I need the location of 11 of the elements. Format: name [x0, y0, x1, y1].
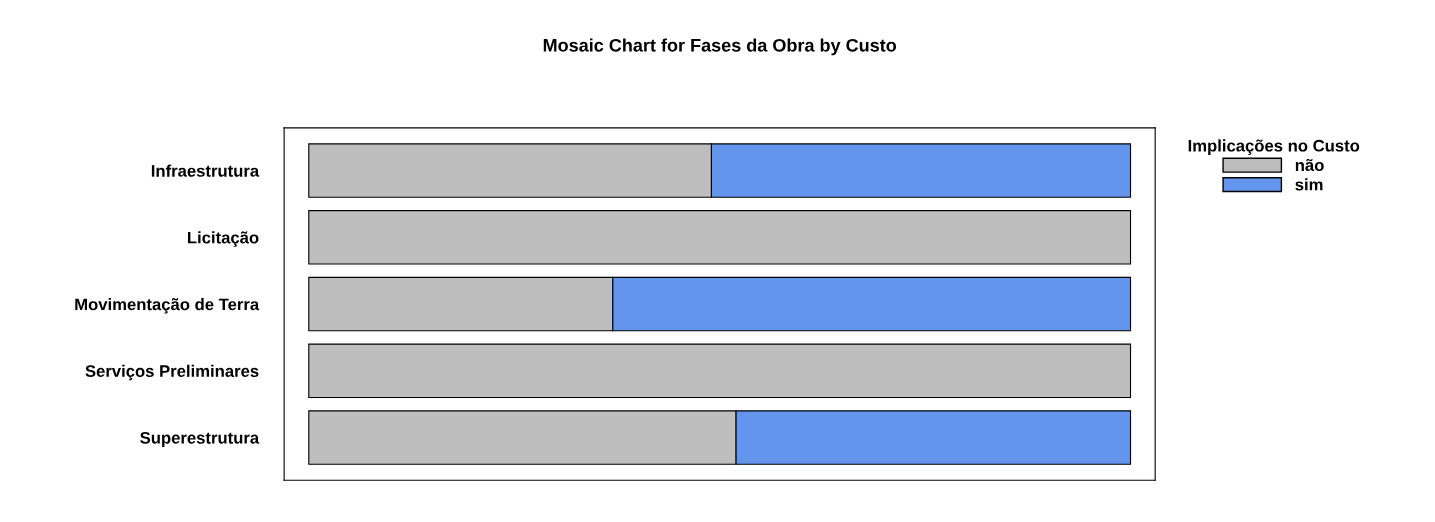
bar [308, 343, 1132, 399]
y-tick-label: Licitação [188, 231, 259, 247]
chart-title: Mosaic Chart for Fases da Obra by Custo [543, 38, 897, 56]
bar [308, 210, 1132, 265]
legend-label: não [1295, 158, 1324, 172]
y-tick-label: Infraestrutura [151, 164, 260, 177]
y-tick-label: Movimentação de Terra [75, 298, 260, 314]
y-tick-label: Serviços Preliminares [85, 364, 259, 381]
y-tick-label: Superestrutura [140, 431, 260, 448]
legend-title: Implicações no Custo [1188, 139, 1360, 155]
legend-label: sim [1295, 178, 1323, 191]
